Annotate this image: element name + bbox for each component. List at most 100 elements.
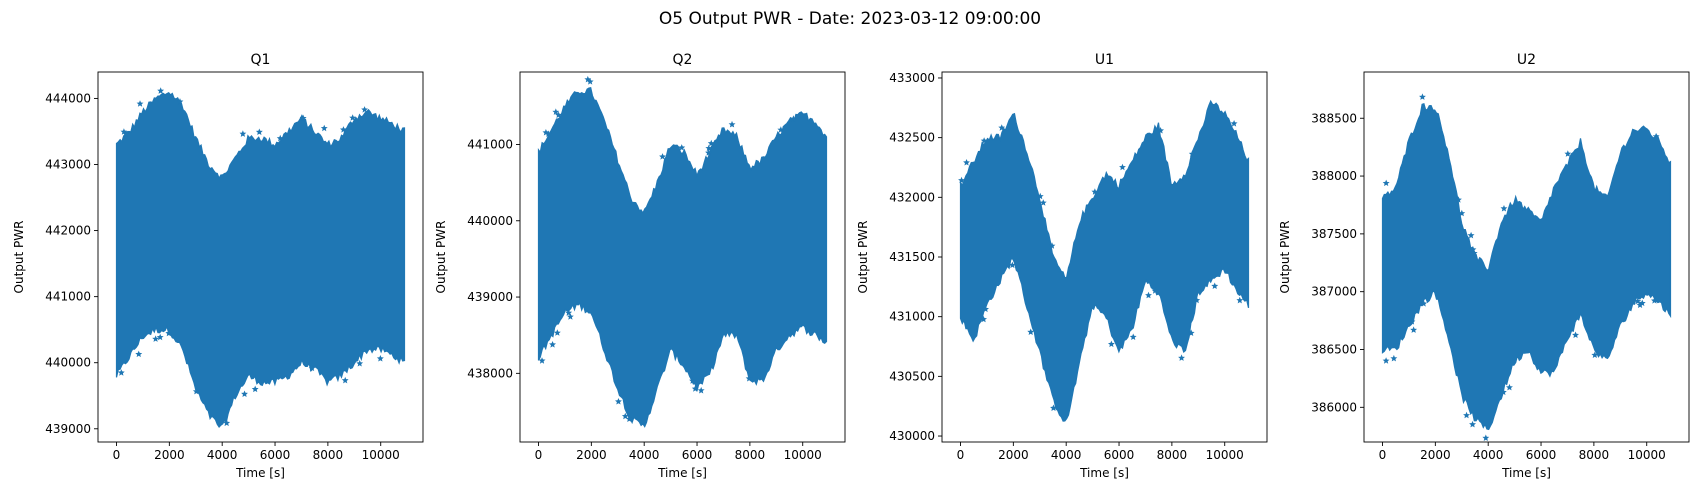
data-point-cloud [1381,103,1672,431]
y-tick-label: 387500 [1311,227,1357,241]
data-point [615,398,622,405]
data-point [251,385,259,393]
x-axis-label: Time [s] [1501,466,1551,480]
y-tick-label: 442000 [45,224,91,238]
data-point [1091,188,1099,195]
y-tick-label: 386000 [1311,400,1357,414]
data-point [565,309,573,316]
data-point [963,159,970,166]
data-point [1564,150,1572,157]
axes-frame [519,71,846,443]
data-point [1591,351,1599,358]
data-point [361,106,368,113]
data-point [705,144,713,152]
data-point [777,126,785,133]
data-point [376,355,384,362]
y-tick-label: 433000 [889,71,935,85]
y-axis-label: Output PWR [856,221,870,294]
data-point [1039,199,1047,206]
axes-frame [97,71,424,443]
data-point [1187,329,1195,336]
subplot-title: U1 [1095,52,1114,68]
scatter-series [537,75,828,428]
data-point [555,111,562,118]
data-point [958,176,965,184]
data-point [308,364,316,372]
x-tick-label: 4000 [629,448,660,462]
data-point [1463,411,1470,419]
data-point [1178,354,1185,361]
data-point [998,124,1006,131]
data-point [135,350,143,358]
data-point [1482,434,1490,441]
data-point [1636,301,1644,308]
data-point-cloud [115,91,406,428]
data-point [117,369,125,376]
data-point [1230,120,1238,127]
subplot-title: U2 [1517,52,1536,68]
x-tick-label: 4000 [1051,448,1082,462]
data-point [1458,209,1466,217]
data-point [276,134,284,142]
data-point [553,329,561,336]
y-tick-label: 432000 [889,190,935,204]
data-point [1009,261,1016,269]
data-point [241,390,248,397]
y-tick-label: 387000 [1311,285,1357,299]
x-tick-label: 8000 [313,448,344,462]
data-point [689,377,696,384]
data-point [980,315,987,323]
figure-suptitle: O5 Output PWR - Date: 2023-03-12 09:00:0… [659,9,1041,29]
scatter-series [115,87,406,428]
y-tick-label: 386500 [1311,343,1357,357]
data-point [691,385,699,392]
data-point [157,87,165,94]
y-tick-label: 444000 [45,91,91,105]
data-point [1193,296,1201,304]
data-point [340,126,347,133]
data-point [745,375,753,382]
x-tick-label: 4000 [207,448,238,462]
x-tick-label: 4000 [1473,448,1504,462]
x-tick-label: 10000 [1628,448,1666,462]
data-point [1419,93,1426,100]
x-tick-label: 8000 [735,448,766,462]
x-tick-label: 10000 [784,448,822,462]
y-tick-label: 438000 [467,366,513,380]
data-point [1236,296,1244,304]
data-point [659,153,666,160]
y-tick-label: 440000 [467,214,513,228]
subplot-q2: Q2 0 2000 4000 6000 8000 10000 438000 439000 4400… [434,52,846,480]
data-point [156,333,164,341]
x-axis-label: Time [s] [1079,466,1129,480]
data-point [1572,331,1579,338]
data-point-cloud [959,99,1250,422]
data-point [586,78,594,85]
data-point [544,130,552,137]
data-point [136,100,144,107]
data-point [678,144,686,151]
data-point [239,130,247,137]
x-tick-label: 10000 [1206,448,1244,462]
subplot-grid: Q1 0 2000 4000 6000 8000 10000 439000 440000 4410… [12,52,1690,480]
data-point [356,360,364,367]
x-tick-label: 2000 [576,448,607,462]
y-tick-label: 439000 [45,422,91,436]
x-axis-label: Time [s] [657,466,707,480]
scatter-series [958,99,1250,422]
data-point [1499,388,1507,396]
data-point [341,376,349,384]
y-tick-label: 430000 [889,429,935,443]
data-point [625,415,633,422]
data-point [549,341,556,348]
data-point [255,128,263,135]
x-tick-label: 10000 [362,448,400,462]
x-axis-label: Time [s] [235,466,285,480]
x-tick-label: 0 [1379,448,1387,462]
data-point [1420,300,1428,307]
x-tick-label: 6000 [682,448,713,462]
data-point [697,386,705,394]
data-point [1050,404,1057,411]
data-point [1408,318,1416,325]
